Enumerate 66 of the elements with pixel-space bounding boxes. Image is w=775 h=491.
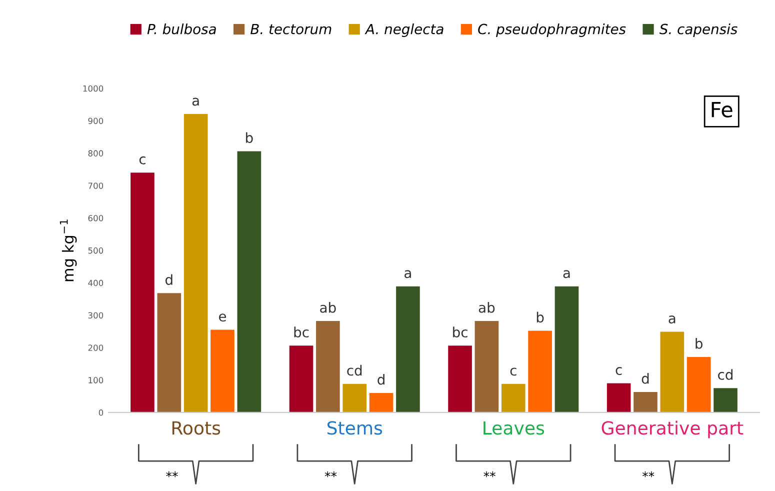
- legend-label: A. neglecta: [364, 24, 444, 37]
- legend-label: S. capensis: [659, 24, 738, 37]
- bar: [448, 346, 472, 412]
- y-tick-label: 200: [88, 344, 104, 351]
- bar: [686, 357, 711, 412]
- x-tick-label: Roots: [172, 421, 220, 435]
- y-tick-label: 900: [88, 118, 104, 124]
- y-tick-label: 300: [88, 312, 104, 319]
- bar: [184, 114, 208, 412]
- data-label: bc: [453, 326, 468, 338]
- legend-label: C. pseudophragmites: [478, 24, 626, 37]
- legend-label: P. bulbosa: [147, 24, 216, 34]
- data-label: a: [404, 270, 411, 278]
- data-label: c: [139, 156, 146, 164]
- bar: [714, 388, 738, 412]
- bar: [237, 151, 262, 412]
- annotation: Fe: [712, 102, 732, 118]
- data-label: b: [246, 132, 253, 143]
- text: **: [166, 471, 178, 478]
- data-label: a: [192, 98, 199, 106]
- bar: [342, 384, 367, 412]
- legend-label: B. tectorum: [250, 24, 332, 34]
- data-label: b: [696, 338, 702, 349]
- data-label: bc: [294, 326, 309, 338]
- bar: [528, 330, 552, 412]
- bar: [501, 384, 526, 412]
- data-label: cd: [347, 364, 362, 376]
- y-tick-label: 1000: [83, 85, 104, 92]
- y-tick-label: 500: [88, 247, 104, 254]
- data-label: a: [563, 270, 570, 278]
- bar: [606, 383, 631, 412]
- x-tick-label: Leaves: [484, 421, 544, 435]
- y-tick-label: 800: [88, 150, 104, 156]
- data-label: d: [378, 374, 384, 385]
- data-label: a: [668, 316, 676, 324]
- y-tick-label: 400: [88, 280, 104, 286]
- data-label: d: [642, 373, 649, 384]
- y-tick-label: 600: [88, 214, 104, 222]
- data-label: cd: [718, 369, 732, 380]
- data-label: c: [616, 367, 622, 376]
- bar: [289, 346, 314, 412]
- bar: [634, 392, 658, 412]
- data-label: b: [536, 312, 544, 323]
- x-tick-label: Generative part: [602, 420, 744, 438]
- bar: [210, 330, 234, 412]
- y-tick-label: 700: [88, 182, 104, 189]
- data-label: ab: [478, 302, 495, 313]
- bar: [369, 392, 394, 412]
- text: **: [642, 471, 654, 478]
- bar: [554, 286, 579, 412]
- x-tick-label: Stems: [327, 421, 382, 435]
- data-label: d: [166, 274, 172, 285]
- bar: [660, 332, 684, 412]
- bar: [474, 321, 499, 412]
- bar: [316, 321, 340, 412]
- data-label: e: [218, 314, 226, 322]
- bar: [396, 286, 420, 412]
- bar: [157, 293, 182, 412]
- text: **: [324, 471, 337, 478]
- data-label: c: [510, 368, 516, 376]
- y-tick-label: 100: [88, 377, 104, 384]
- text: **: [484, 471, 496, 478]
- data-label: ab: [320, 302, 336, 313]
- y-tick-label: 0: [98, 409, 104, 416]
- bar: [130, 172, 154, 412]
- y-axis-title: mg kg$^{−1}$: [60, 220, 77, 282]
